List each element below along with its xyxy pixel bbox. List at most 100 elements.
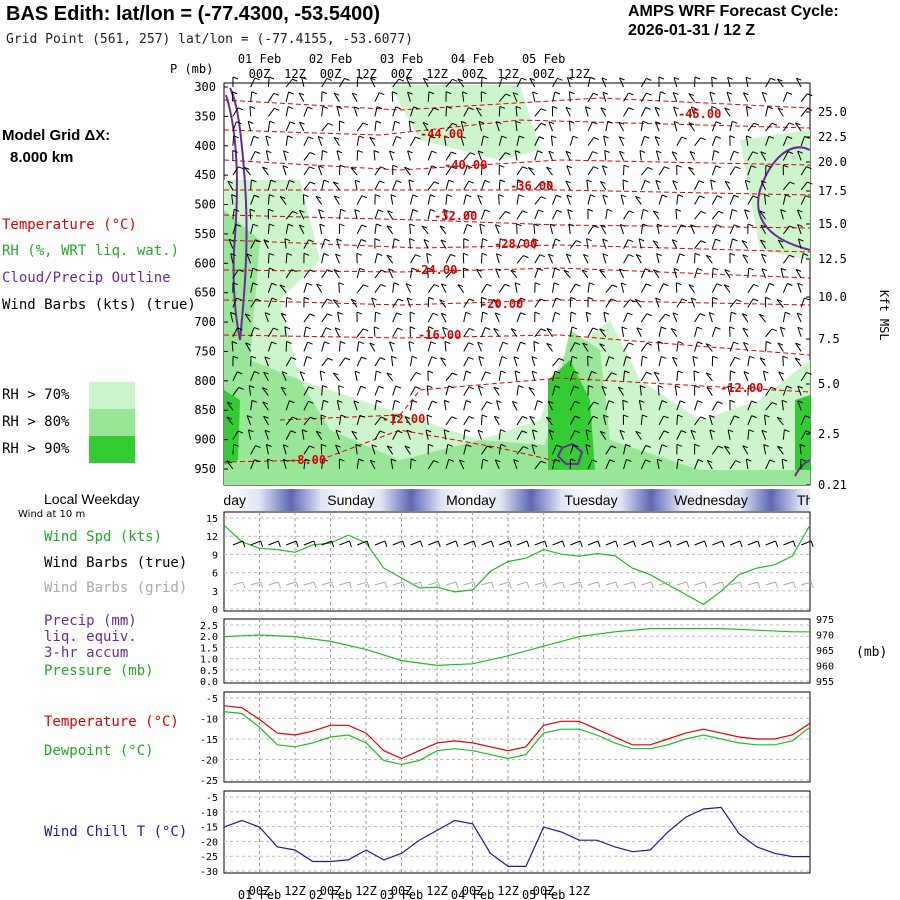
pressure-label: Pressure (mb) xyxy=(44,663,154,679)
wind-barb-flag xyxy=(753,283,759,287)
wind-barb-grid xyxy=(712,581,723,586)
wind-barb xyxy=(250,179,252,190)
wind-barb xyxy=(656,224,660,235)
wind-barb-flag xyxy=(715,165,721,169)
wind-barb xyxy=(552,312,556,323)
wind-barb xyxy=(747,400,752,411)
wind-barb xyxy=(547,401,553,411)
wind-barb-flag xyxy=(540,122,547,126)
wind-barb xyxy=(640,268,646,279)
wind-barb-grid xyxy=(303,581,315,586)
wind-barb-flag xyxy=(569,120,575,124)
wind-barb-flag xyxy=(443,429,450,433)
wind-barb-flag xyxy=(639,399,645,403)
windchill-panel-tick: -10 xyxy=(200,808,218,819)
wind-barb xyxy=(765,386,772,396)
wind-barb xyxy=(640,459,646,470)
wind-barb-flag xyxy=(690,224,696,228)
wind-barb-flag xyxy=(477,194,483,198)
bottom-hour-label: 12Z xyxy=(497,884,519,898)
wind-barb-flag xyxy=(573,385,579,389)
wind-barb xyxy=(709,429,713,440)
wind-barb xyxy=(409,400,413,411)
wind-barb xyxy=(495,121,500,132)
wind-barb-flag xyxy=(795,122,801,126)
wind-barb xyxy=(569,444,574,455)
wind-barb-flag xyxy=(333,92,340,96)
wind-barb xyxy=(480,253,483,264)
wind-barb-flag xyxy=(494,415,500,419)
wind-barb xyxy=(529,78,536,88)
wind-barb xyxy=(568,223,571,234)
wind-barb-flag xyxy=(333,269,340,273)
wind-barb xyxy=(656,459,660,470)
wind-barb-flag xyxy=(776,416,783,420)
wind-barb-flag xyxy=(690,429,697,433)
wind-barb-flag xyxy=(409,120,415,124)
wind-barb xyxy=(498,106,501,117)
wind-barb-flag xyxy=(428,296,434,300)
wind-barb-flag xyxy=(619,136,625,140)
wind-barb-flag xyxy=(404,166,410,170)
wind-barb xyxy=(601,77,607,88)
wind-barb-flag xyxy=(646,371,652,375)
wind-barb-grid-flag xyxy=(757,581,761,589)
wind-barb-flag xyxy=(734,415,740,419)
wind-barb-flag xyxy=(711,76,717,80)
wind-barb xyxy=(410,386,416,396)
pressure-panel-frame xyxy=(223,618,811,684)
wind-barb xyxy=(333,137,340,147)
wind-barb xyxy=(534,268,539,279)
wind-barb-flag xyxy=(771,386,777,390)
wind-barb-flag xyxy=(375,311,381,315)
wind-barb-flag xyxy=(244,166,250,170)
wind-barb-true-flag xyxy=(810,540,814,548)
wind-barb-flag xyxy=(797,209,803,213)
wind-barb-flag xyxy=(333,136,340,140)
wind-barb xyxy=(516,194,520,205)
wind-barb-flag xyxy=(484,209,491,213)
wind-barb xyxy=(623,92,629,102)
wind-barb-flag xyxy=(513,356,520,360)
wind-barb-flag xyxy=(482,458,489,462)
wind-barb-flag xyxy=(512,400,518,404)
wind-barb-flag xyxy=(646,92,652,96)
wind-barb-flag xyxy=(642,120,648,124)
wind-barb xyxy=(463,298,470,308)
wind-barb-flag xyxy=(332,299,339,303)
wind-barb-flag xyxy=(643,208,649,212)
rh-area-6 xyxy=(795,395,810,470)
wind-barb-true-flag xyxy=(295,540,299,548)
wind-barb xyxy=(440,313,447,323)
wind-barb xyxy=(374,312,377,323)
wind-barb xyxy=(267,283,273,293)
wind-barb xyxy=(640,342,648,352)
wind-barb-flag xyxy=(500,370,507,374)
wind-barb-flag xyxy=(771,122,778,126)
wind-panel-series-0 xyxy=(223,524,811,606)
wind-barb xyxy=(675,209,678,220)
temp-contour-label: -32.00 xyxy=(434,209,477,223)
wind-barb-flag xyxy=(486,401,492,405)
temperature-panel-tick: -15 xyxy=(200,735,218,746)
wind-barb-flag xyxy=(496,253,502,257)
isotherm-1 xyxy=(223,119,811,136)
wind-barb xyxy=(640,445,647,455)
wind-barb-flag xyxy=(283,150,289,154)
wind-barb xyxy=(656,253,660,264)
top-date-label: 02 Feb xyxy=(309,52,352,66)
wind-barb-flag xyxy=(405,283,412,287)
wind-barb-flag xyxy=(610,445,617,449)
wind-barb xyxy=(617,386,624,396)
wind-barb-flag xyxy=(316,283,322,287)
wind-barb-grid-flag xyxy=(579,581,583,589)
pressure-tick: 700 xyxy=(194,315,216,329)
wind-barb-flag xyxy=(624,370,630,374)
wind-barb xyxy=(618,151,625,161)
wind-barb xyxy=(729,121,733,132)
temp-contour-label: -24.00 xyxy=(414,263,457,277)
wind-barb-flag xyxy=(398,78,404,82)
wind-barb xyxy=(546,343,553,352)
wind-barb xyxy=(797,150,802,161)
wind-barb-flag xyxy=(787,151,794,155)
